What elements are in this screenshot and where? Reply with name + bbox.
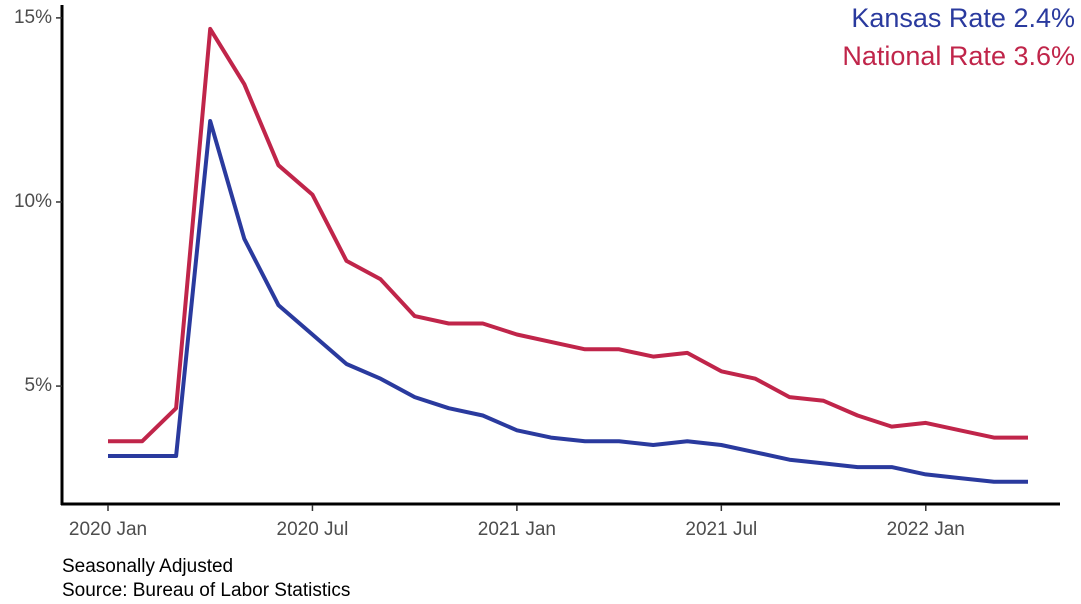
caption: Seasonally Adjusted — [62, 556, 233, 577]
y-tick-label: 10% — [14, 191, 52, 212]
legend-entry: National Rate 3.6% — [842, 41, 1075, 71]
x-tick-label: 2021 Jul — [685, 519, 757, 540]
y-tick-label: 5% — [25, 375, 53, 396]
caption: Source: Bureau of Labor Statistics — [62, 580, 350, 601]
y-tick-label: 15% — [14, 7, 52, 28]
x-tick-label: 2021 Jan — [478, 519, 556, 540]
x-tick-label: 2020 Jul — [277, 519, 349, 540]
x-tick-label: 2022 Jan — [887, 519, 965, 540]
x-tick-label: 2020 Jan — [69, 519, 147, 540]
series-line — [108, 119, 1028, 484]
series-line — [108, 26, 1028, 444]
legend-entry: Kansas Rate 2.4% — [851, 3, 1075, 33]
